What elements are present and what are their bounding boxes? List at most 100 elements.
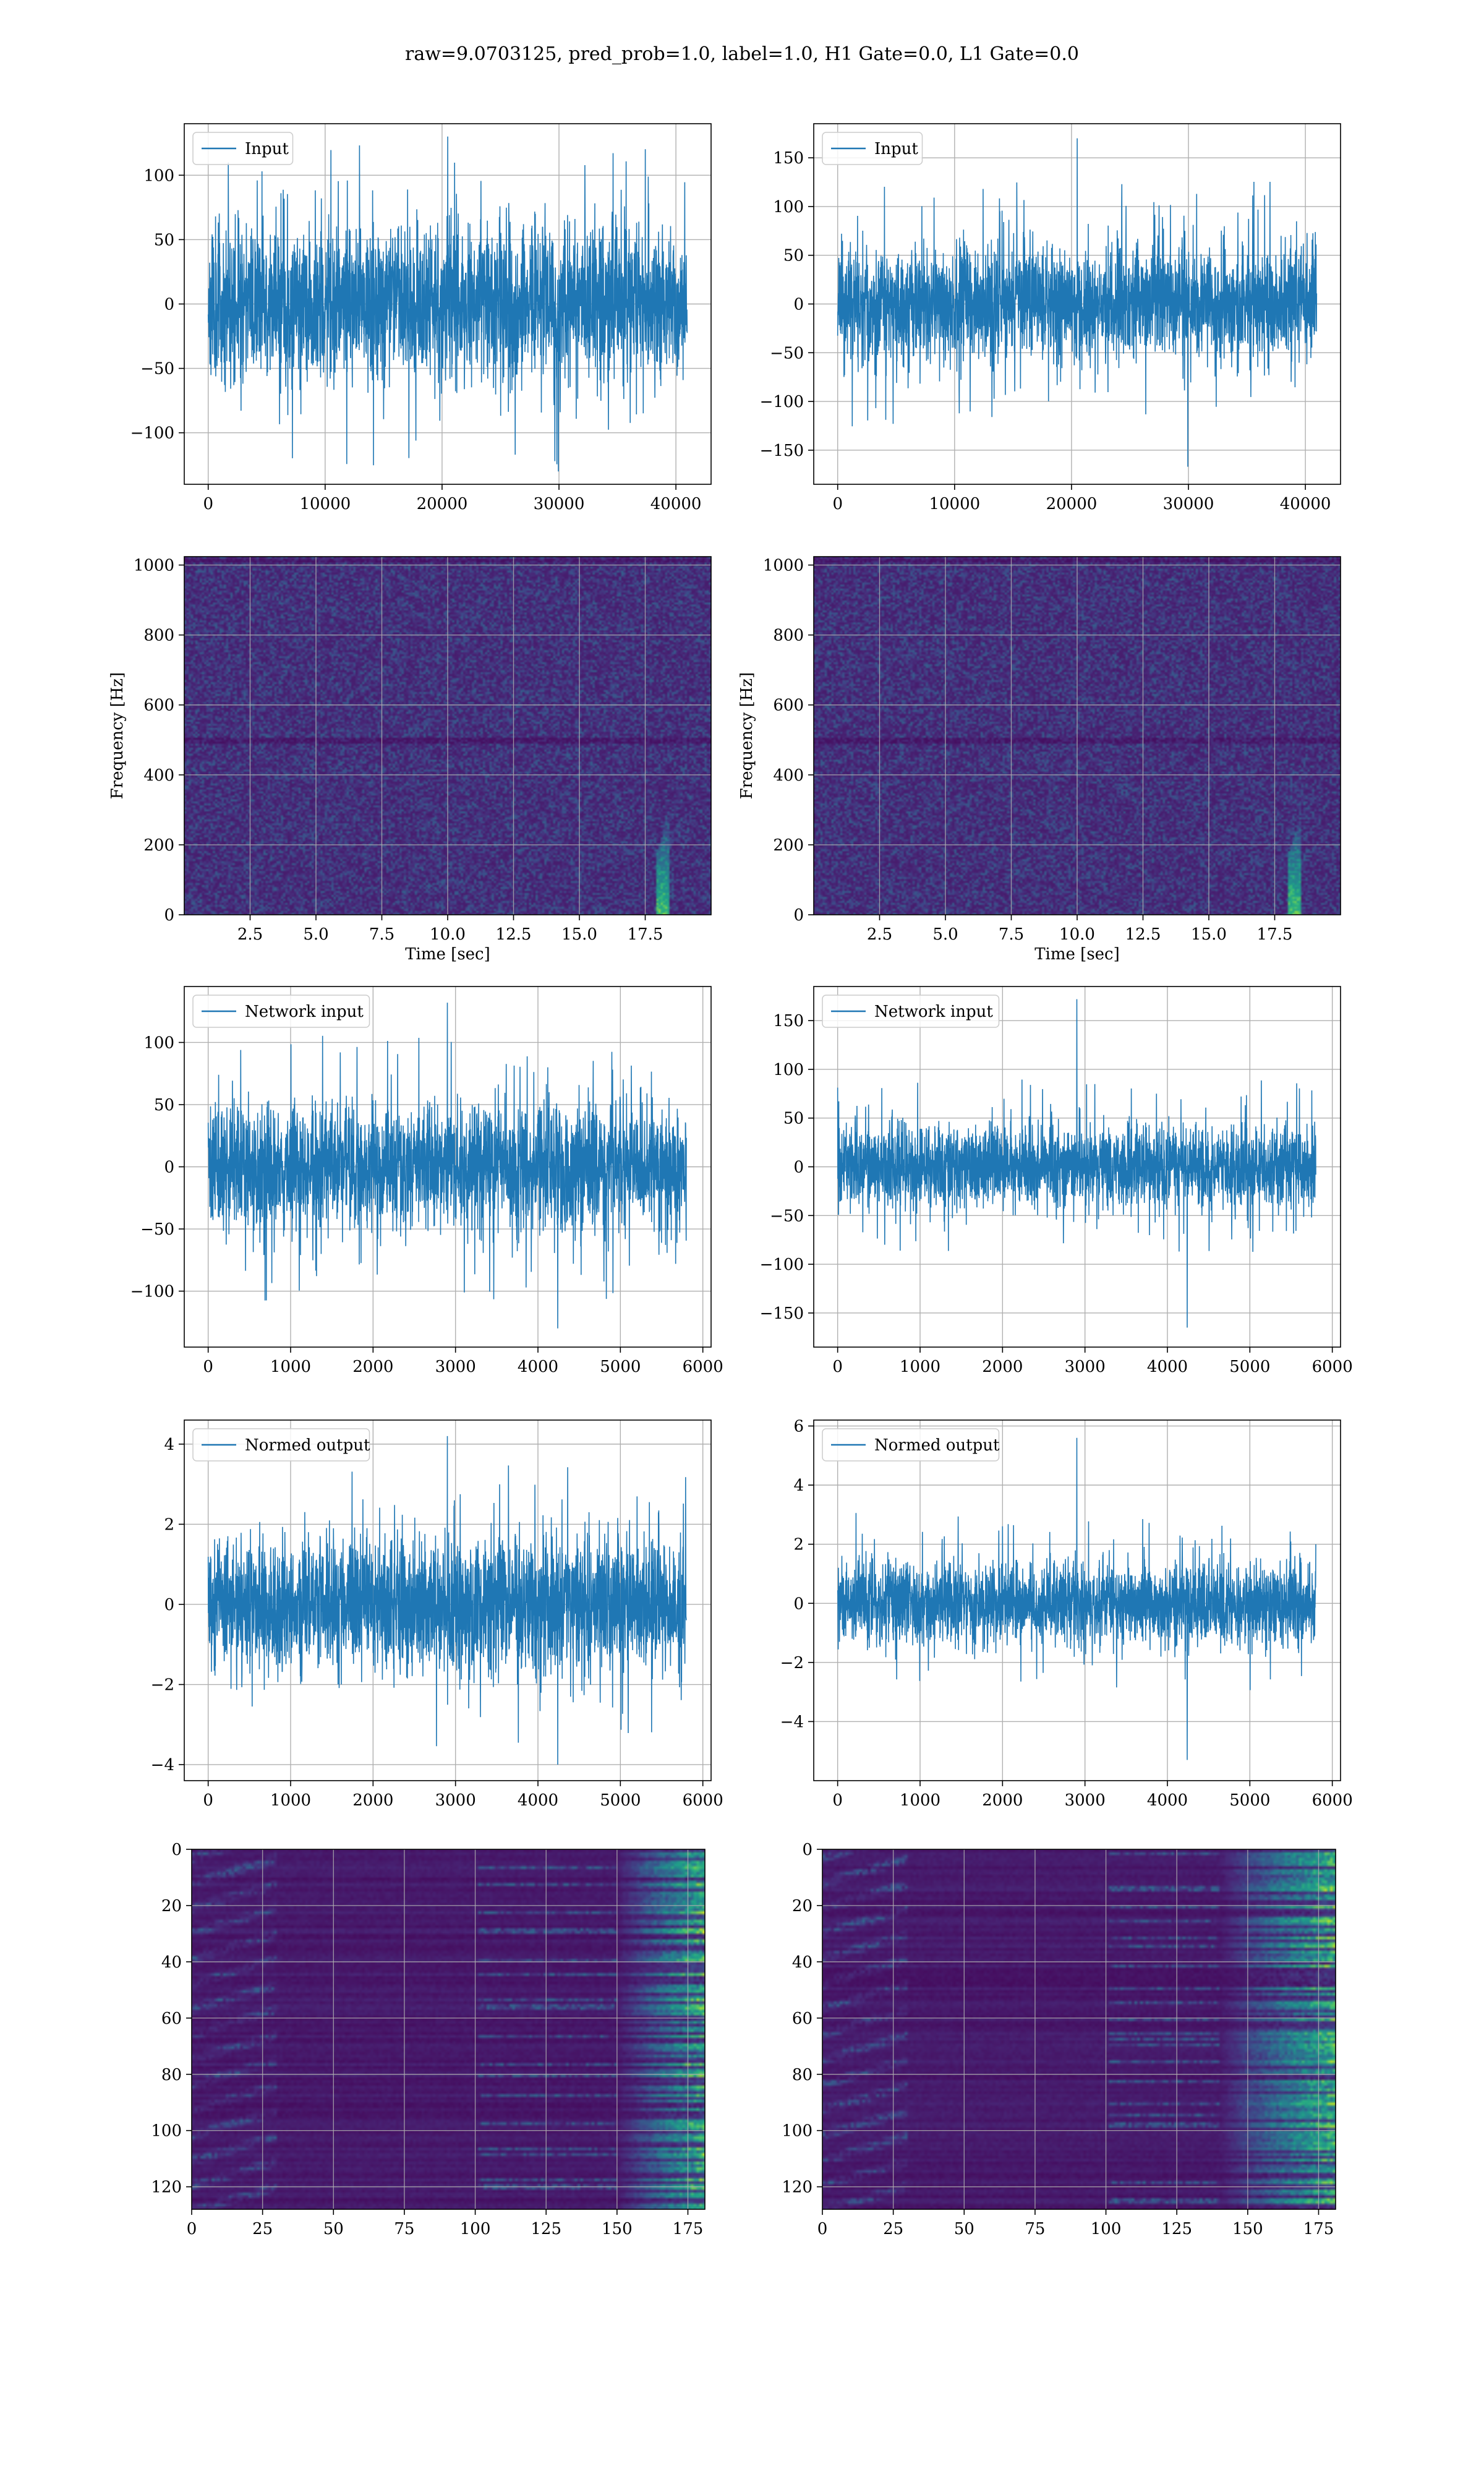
x-tick-label: 3000 (435, 1358, 476, 1376)
axes-frame (184, 1419, 712, 1781)
x-tick-label: 0 (203, 495, 213, 513)
y-tick-label: 50 (154, 1096, 174, 1115)
legend: Network input (822, 995, 1000, 1028)
chart-h1-feature-map: 0 25 50 75 100 125 150 175 0 20 40 60 80 100 120 (151, 1841, 706, 2238)
y-tick-label: 100 (773, 198, 804, 216)
legend: Normed output (192, 1428, 370, 1462)
y-tick-label: 2 (164, 1515, 174, 1534)
x-tick-label: 2.5 (237, 925, 263, 944)
y-tick-label: −50 (770, 1207, 804, 1225)
x-tick-label: 17.5 (628, 925, 663, 944)
chart-h1-spectrogram: 2.5 5.0 7.5 10.0 12.5 15.0 17.5 0 200 400 600 800 10… (108, 556, 712, 964)
y-tick-label: 20 (792, 1897, 812, 1915)
x-tick-label: 5.0 (303, 925, 328, 944)
x-tick-label: 4000 (1147, 1358, 1188, 1376)
chart-h1-normed-output: 0 1000 2000 3000 4000 5000 6000 4 2 0 −2 −4 Normed o… (151, 1419, 723, 1810)
x-tick-label: 0 (832, 495, 843, 513)
x-tick-label: 17.5 (1257, 925, 1293, 944)
y-tick-label: 80 (792, 2066, 812, 2084)
axes-frame (191, 1849, 706, 2210)
legend-label: Normed output (874, 1436, 1000, 1455)
x-tick-label: 2.5 (867, 925, 892, 944)
y-tick-label: 600 (773, 696, 804, 715)
x-tick-label: 75 (394, 2220, 414, 2238)
legend-label: Network input (874, 1003, 993, 1021)
x-tick-label: 15.0 (1191, 925, 1227, 944)
y-tick-label: −50 (140, 360, 174, 379)
grid (184, 557, 711, 915)
heatmap-image (822, 1849, 1336, 2209)
legend-box (822, 1428, 1000, 1462)
series-line (207, 136, 688, 472)
grid (814, 557, 1341, 915)
x-tick-label: 5000 (600, 1791, 641, 1810)
legend-box (192, 132, 294, 165)
x-tick-label: 5000 (600, 1358, 641, 1376)
x-tick-label: 100 (460, 2220, 491, 2238)
y-tick-label: 0 (793, 1158, 804, 1177)
y-tick-label: 100 (143, 166, 174, 185)
x-tick-label: 10000 (299, 495, 351, 513)
y-tick-label: −150 (760, 1304, 804, 1323)
y-tick-label: −4 (780, 1713, 804, 1731)
x-tick-label: 150 (602, 2220, 633, 2238)
y-tick-label: 6 (793, 1418, 804, 1436)
y-tick-label: 600 (143, 696, 174, 715)
legend-label: Input (245, 140, 289, 158)
x-tick-label: 10.0 (1059, 925, 1095, 944)
x-tick-label: 0 (817, 2220, 828, 2238)
y-tick-label: −50 (770, 344, 804, 362)
y-tick-label: 1000 (763, 557, 804, 575)
x-tick-label: 40000 (1280, 495, 1331, 513)
x-tick-label: 5000 (1229, 1791, 1270, 1810)
x-tick-label: 2000 (352, 1791, 393, 1810)
x-tick-label: 100 (1091, 2220, 1122, 2238)
x-tick-label: 50 (323, 2220, 344, 2238)
series-line (207, 1003, 687, 1329)
y-tick-label: 150 (773, 149, 804, 168)
x-tick-label: 2000 (352, 1358, 393, 1376)
legend-box (822, 995, 1000, 1028)
legend-box (822, 132, 923, 165)
y-tick-label: 0 (164, 296, 174, 314)
chart-l1-normed-output: 0 1000 2000 3000 4000 5000 6000 6 4 2 0 −2 −4 Normed … (780, 1418, 1353, 1810)
x-tick-label: 10.0 (430, 925, 466, 944)
x-axis-label: Time [sec] (405, 945, 490, 964)
x-axis-label: Time [sec] (1034, 945, 1120, 964)
chart-h1-input: 0 10000 20000 30000 40000 100 50 0 −50 −100 Input (130, 123, 712, 513)
x-tick-label: 2000 (982, 1791, 1023, 1810)
x-tick-label: 7.5 (369, 925, 394, 944)
y-axis-label: Frequency [Hz] (738, 672, 756, 800)
y-tick-label: 80 (161, 2066, 182, 2084)
y-tick-label: 0 (164, 1596, 174, 1614)
x-tick-label: 0 (203, 1791, 213, 1810)
y-tick-label: 100 (143, 1034, 174, 1052)
y-tick-label: −100 (130, 1283, 174, 1301)
y-tick-label: −2 (780, 1654, 804, 1672)
y-tick-label: 60 (792, 2010, 812, 2028)
heatmap-image (192, 1849, 705, 2209)
y-tick-label: 0 (164, 906, 174, 925)
y-tick-label: 40 (792, 1953, 812, 1972)
y-tick-label: −100 (760, 393, 804, 411)
y-tick-label: 400 (143, 766, 174, 785)
y-tick-label: 40 (161, 1953, 182, 1972)
y-tick-label: −150 (760, 442, 804, 460)
y-axis-label: Frequency [Hz] (108, 672, 127, 800)
x-tick-label: 150 (1232, 2220, 1263, 2238)
legend-label: Normed output (245, 1436, 370, 1455)
x-tick-label: 6000 (683, 1791, 723, 1810)
x-tick-label: 30000 (1163, 495, 1214, 513)
x-tick-label: 125 (1161, 2220, 1192, 2238)
x-tick-label: 6000 (1312, 1791, 1353, 1810)
chart-l1-network-input: 0 1000 2000 3000 4000 5000 6000 150 100 50 0 −50 −10… (760, 986, 1353, 1376)
chart-l1-spectrogram: 2.5 5.0 7.5 10.0 12.5 15.0 17.5 0 200 400 600 800 10… (738, 556, 1341, 964)
x-tick-label: 4000 (518, 1358, 558, 1376)
x-tick-label: 4000 (518, 1791, 558, 1810)
y-tick-label: 20 (161, 1897, 182, 1915)
x-tick-label: 0 (187, 2220, 197, 2238)
series-line (207, 1436, 687, 1765)
legend: Input (822, 132, 923, 165)
x-tick-label: 6000 (683, 1358, 723, 1376)
